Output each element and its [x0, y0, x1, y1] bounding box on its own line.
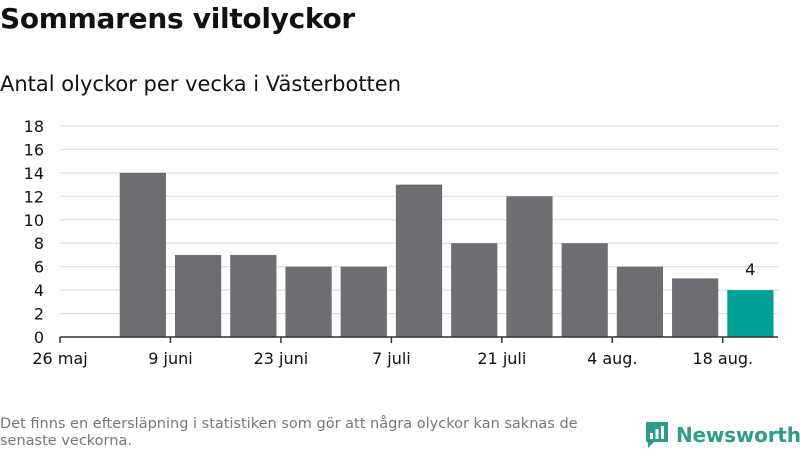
labels: 0 2 4 6 8 10 12 14 16 18 4 26 maj 9 juni 23 juni 7 jul…: [24, 117, 756, 368]
x-tick-label: 9 juni: [148, 349, 192, 368]
bar[interactable]: [672, 278, 719, 337]
bar[interactable]: [230, 254, 277, 337]
y-tick-label: 18: [24, 117, 44, 136]
axes: [59, 336, 778, 343]
brand-logo[interactable]: Newsworthy: [644, 420, 800, 450]
x-tick-label: 26 maj: [32, 349, 87, 368]
y-tick-label: 6: [34, 258, 44, 277]
y-tick-label: 8: [34, 234, 44, 253]
footnote: Det finns en eftersläpning i statistiken…: [0, 416, 578, 449]
newsworthy-logo-icon: [646, 422, 668, 448]
data-label: 4: [745, 260, 755, 279]
x-tick-label: 4 aug.: [587, 349, 637, 368]
y-tick-label: 12: [24, 187, 44, 206]
chart-title: Sommarens viltolyckor: [0, 2, 355, 35]
bar[interactable]: [506, 196, 553, 337]
bar[interactable]: [395, 184, 443, 337]
bar[interactable]: [561, 243, 608, 337]
y-tick-label: 4: [34, 281, 44, 300]
x-tick-label: 7 juli: [372, 349, 411, 368]
x-tick-label: 23 juni: [254, 349, 309, 368]
y-tick-label: 10: [24, 211, 44, 230]
x-tick-label: 18 aug.: [692, 349, 753, 368]
bar[interactable]: [616, 266, 664, 337]
brand-name: Newsworthy: [676, 423, 800, 447]
y-tick-label: 16: [24, 140, 44, 159]
y-tick-label: 14: [24, 164, 44, 183]
bars: [119, 172, 774, 337]
bar[interactable]: [174, 254, 222, 337]
bar[interactable]: [340, 266, 387, 337]
y-tick-label: 2: [34, 305, 44, 324]
chart-subtitle: Antal olyckor per vecka i Västerbotten: [0, 72, 402, 96]
x-tick-label: 21 juli: [477, 349, 526, 368]
bar[interactable]: [451, 243, 498, 337]
y-tick-label: 0: [34, 328, 44, 347]
bar-highlighted[interactable]: [727, 290, 774, 337]
bar[interactable]: [119, 172, 166, 337]
bar[interactable]: [285, 266, 332, 337]
